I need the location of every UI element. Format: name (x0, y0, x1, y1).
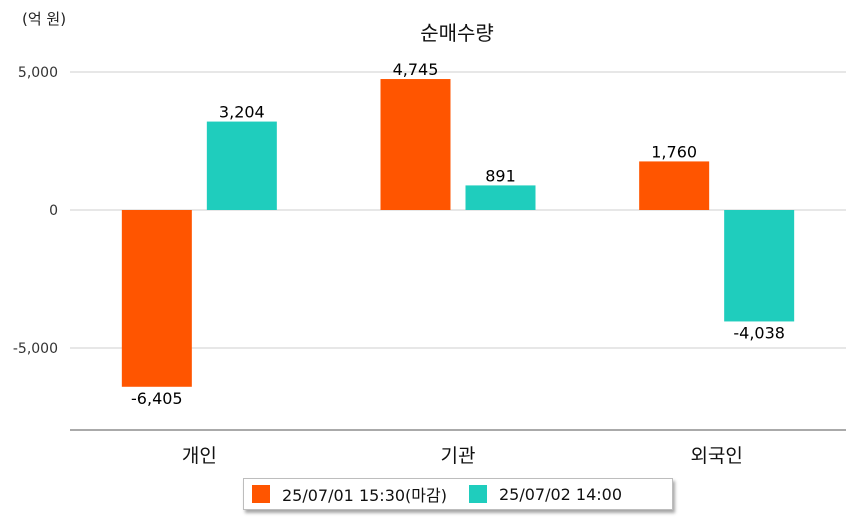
bar (724, 210, 795, 322)
data-label: 891 (485, 166, 516, 185)
bar (380, 79, 451, 211)
data-label: -6,405 (131, 389, 183, 408)
data-label: -4,038 (733, 323, 785, 342)
data-label: 4,745 (393, 60, 439, 79)
data-label: 1,760 (651, 142, 697, 161)
x-tick-label: 외국인 (690, 445, 742, 467)
bar (465, 185, 536, 210)
bar (121, 210, 192, 387)
legend-swatch-series-1 (252, 485, 270, 503)
x-tick-label: 개인 (182, 445, 217, 467)
bar (206, 121, 277, 210)
legend-label-series-2: 25/07/02 14:00 (498, 484, 623, 504)
legend-item-series-1[interactable]: 25/07/01 15:30(마감) (252, 482, 447, 506)
bar-chart: 5,000 0 -5,000 개인 -6,405 3,204 기관 4,745 891 외국인 1,… (13, 60, 846, 467)
chart-title: 순매수량 (420, 21, 494, 45)
y-tick-label: -5,000 (13, 341, 58, 357)
y-tick-label: 0 (49, 203, 58, 219)
y-tick-label: 5,000 (18, 65, 58, 81)
legend-label-series-1: 25/07/01 15:30(마감) (282, 486, 447, 505)
x-tick-label: 기관 (441, 445, 476, 467)
legend: 25/07/01 15:30(마감) 25/07/02 14:00 (243, 478, 673, 510)
legend-item-series-2[interactable]: 25/07/02 14:00 (468, 484, 623, 504)
legend-swatch-series-2 (468, 485, 487, 503)
unit-label: (억 원) (22, 10, 67, 28)
bar (639, 161, 710, 210)
data-label: 3,204 (219, 103, 265, 122)
